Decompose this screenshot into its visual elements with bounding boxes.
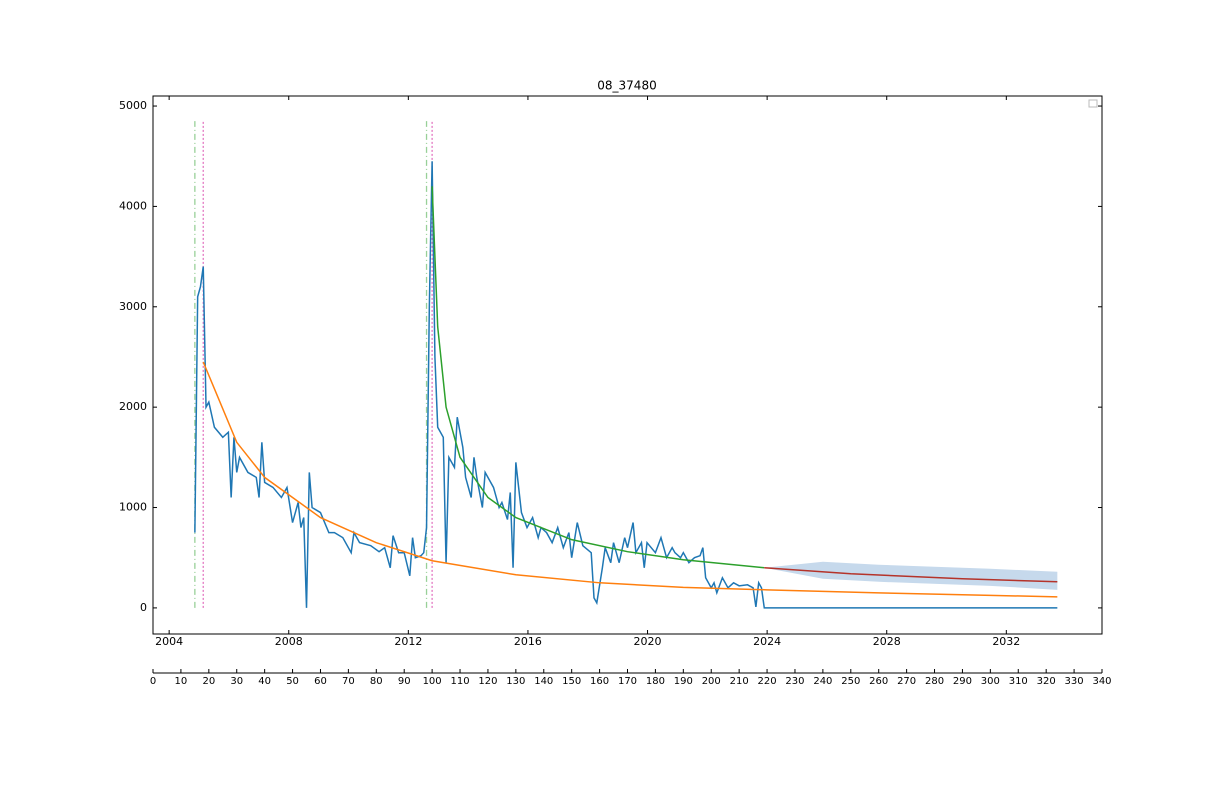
x-tick-label: 2020 [634, 635, 662, 648]
index-tick-label: 180 [646, 676, 665, 687]
index-tick-label: 290 [953, 676, 972, 687]
index-tick-label: 250 [841, 676, 860, 687]
index-tick-label: 260 [869, 676, 888, 687]
index-tick-label: 30 [230, 676, 243, 687]
index-tick-label: 50 [286, 676, 299, 687]
index-tick-label: 220 [758, 676, 777, 687]
index-tick-label: 70 [342, 676, 355, 687]
index-tick-label: 10 [175, 676, 188, 687]
index-tick-label: 160 [590, 676, 609, 687]
index-tick-label: 110 [450, 676, 469, 687]
y-tick-label: 1000 [119, 501, 147, 514]
series-line [431, 186, 765, 569]
x-tick-label: 2032 [992, 635, 1020, 648]
index-tick-label: 320 [1037, 676, 1056, 687]
y-tick-label: 5000 [119, 99, 147, 112]
y-tick-label: 3000 [119, 300, 147, 313]
index-tick-label: 270 [897, 676, 916, 687]
index-tick-label: 340 [1092, 676, 1111, 687]
index-tick-label: 210 [730, 676, 749, 687]
index-tick-label: 60 [314, 676, 327, 687]
index-tick-label: 300 [981, 676, 1000, 687]
legend [1088, 99, 1098, 108]
index-tick-label: 150 [562, 676, 581, 687]
plot-area [194, 121, 1058, 609]
series-line [202, 361, 1058, 598]
x-tick-label: 2028 [873, 635, 901, 648]
index-tick-label: 20 [202, 676, 215, 687]
index-tick-label: 310 [1009, 676, 1028, 687]
plot-frame [152, 95, 1103, 635]
x-tick-label: 2016 [514, 635, 542, 648]
index-tick-label: 200 [702, 676, 721, 687]
x-tick-label: 2008 [275, 635, 303, 648]
series-line [764, 567, 1058, 583]
index-tick-label: 170 [618, 676, 637, 687]
index-tick-label: 100 [423, 676, 442, 687]
index-tick-label: 120 [478, 676, 497, 687]
index-tick-label: 190 [674, 676, 693, 687]
index-tick-label: 140 [534, 676, 553, 687]
index-tick-label: 280 [925, 676, 944, 687]
index-tick-label: 80 [370, 676, 383, 687]
y-tick-label: 4000 [119, 199, 147, 212]
series-line [194, 161, 1058, 609]
y-tick-label: 2000 [119, 400, 147, 413]
index-tick-label: 0 [150, 676, 156, 687]
index-tick-label: 130 [506, 676, 525, 687]
x-tick-label: 2012 [394, 635, 422, 648]
index-tick-label: 40 [258, 676, 271, 687]
index-tick-label: 240 [813, 676, 832, 687]
x-tick-label: 2024 [753, 635, 781, 648]
index-tick-label: 330 [1065, 676, 1084, 687]
index-tick-label: 230 [785, 676, 804, 687]
chart-title: 08_37480 [597, 79, 656, 93]
x-tick-label: 2004 [155, 635, 183, 648]
y-tick-label: 0 [140, 601, 147, 614]
index-tick-label: 90 [398, 676, 411, 687]
